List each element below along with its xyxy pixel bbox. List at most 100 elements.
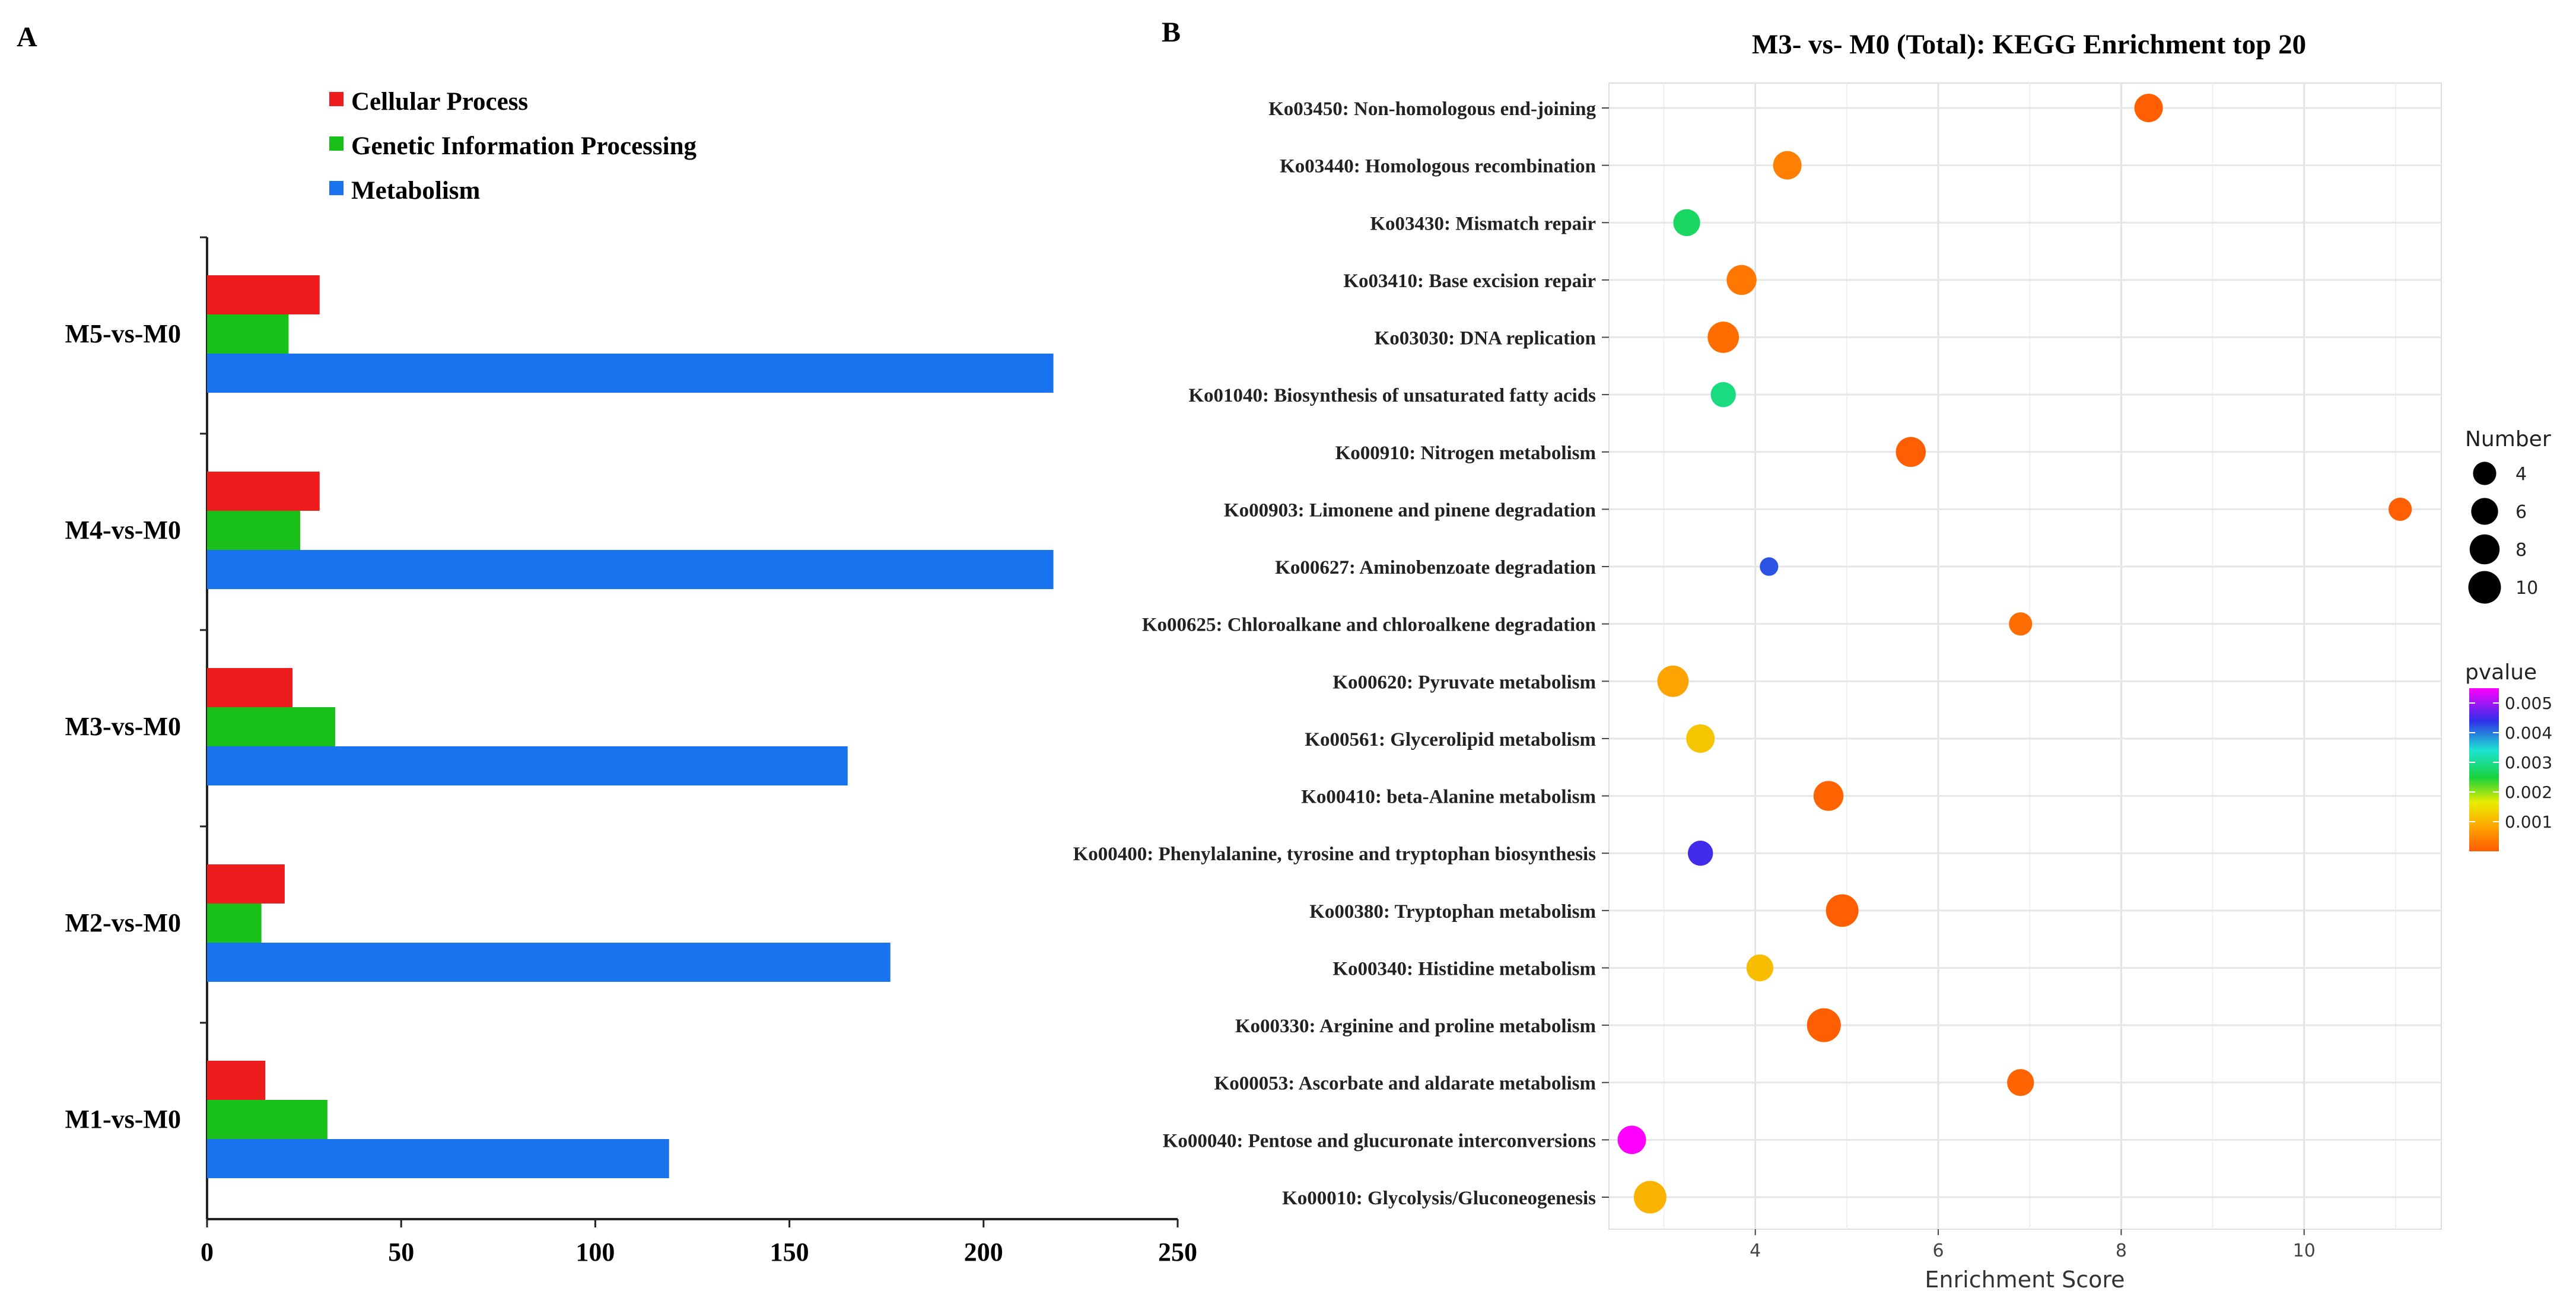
bar-M3-vs-M0-cellular-process — [207, 668, 292, 707]
pvalue-legend-title: pvalue — [2465, 660, 2537, 685]
bubble-point — [2389, 497, 2412, 521]
bubble-y-label: Ko00400: Phenylalanine, tyrosine and try… — [1073, 844, 1597, 865]
bubble-y-label: Ko00040: Pentose and glucuronate interco… — [1163, 1130, 1596, 1152]
bubble-y-label: Ko00380: Tryptophan metabolism — [1309, 901, 1596, 923]
bar-M5-vs-M0-genetic-information-processing — [207, 314, 289, 354]
bubble-x-axis-title: Enrichment Score — [1925, 1267, 2125, 1293]
bubble-y-label: Ko03430: Mismatch repair — [1370, 213, 1596, 234]
pvalue-legend-ticks: 0.005 0.004 0.003 0.002 0.001 — [2469, 694, 2552, 832]
panel-a: A Cellular Process Genetic Information P… — [17, 21, 1197, 1267]
bubble-y-label: Ko00053: Ascorbate and aldarate metaboli… — [1214, 1073, 1596, 1095]
number-legend: Number 4 6 8 10 — [2465, 427, 2551, 604]
pvalue-tick-label: 0.005 — [2505, 694, 2552, 713]
bar-M3-vs-M0-metabolism — [207, 746, 848, 785]
bubble-marks — [1617, 94, 2412, 1214]
bubble-y-label: Ko00340: Histidine metabolism — [1332, 958, 1596, 979]
legend-label-metabolism: Metabolism — [351, 177, 481, 205]
bubble-point — [2007, 1069, 2034, 1096]
legend-swatch-genetic — [329, 136, 344, 151]
bubble-point — [2134, 94, 2163, 122]
bubble-y-label: Ko00625: Chloroalkane and chloroalkene d… — [1142, 615, 1596, 636]
bar-M3-vs-M0-genetic-information-processing — [207, 707, 335, 746]
pvalue-tick-label: 0.002 — [2505, 782, 2552, 802]
number-legend-items: 4 6 8 10 — [2468, 462, 2538, 604]
bar-category-label: M4-vs-M0 — [65, 516, 182, 545]
bubble-plot-panel — [1608, 82, 2442, 1230]
bar-x-tick-label: 0 — [201, 1238, 214, 1267]
bubble-point — [1813, 781, 1844, 811]
bar-category-label: M5-vs-M0 — [65, 319, 182, 348]
number-legend-label: 10 — [2515, 578, 2538, 599]
bubble-point — [1746, 954, 1774, 982]
bubble-y-label: Ko00903: Limonene and pinene degradation — [1224, 500, 1596, 521]
number-legend-label: 8 — [2515, 540, 2527, 561]
bubble-y-labels: Ko03450: Non-homologous end-joining Ko034… — [1073, 98, 1609, 1209]
panel-b: B M3- vs- M0 (Total): KEGG Enrichment to… — [1073, 17, 2553, 1293]
bubble-y-label: Ko03030: DNA replication — [1375, 328, 1596, 349]
pvalue-tick-label: 0.003 — [2505, 753, 2552, 772]
bar-category-label: M2-vs-M0 — [65, 908, 182, 937]
bubble-grid — [1609, 83, 2441, 1229]
bubble-y-label: Ko03440: Homologous recombination — [1280, 156, 1596, 177]
bar-M5-vs-M0-metabolism — [207, 354, 1054, 393]
pvalue-tick-label: 0.001 — [2505, 812, 2552, 832]
bubble-y-label: Ko00627: Aminobenzoate degradation — [1275, 557, 1596, 578]
bar-M2-vs-M0-metabolism — [207, 943, 891, 982]
bubble-y-label: Ko00330: Arginine and proline metabolism — [1235, 1016, 1596, 1037]
number-legend-label: 4 — [2515, 464, 2527, 485]
bar-x-tick-label: 50 — [388, 1238, 414, 1267]
bubble-point — [1686, 724, 1715, 753]
legend-label-genetic: Genetic Information Processing — [351, 132, 697, 160]
bubble-point — [1633, 1181, 1667, 1214]
bubble-point — [1657, 665, 1689, 697]
bar-M1-vs-M0-genetic-information-processing — [207, 1100, 327, 1139]
bubble-y-label: Ko03410: Base excision repair — [1343, 271, 1596, 292]
pvalue-legend: pvalue 0.005 0.004 0.003 0.002 0.001 — [2465, 660, 2552, 851]
bubble-point — [1617, 1125, 1646, 1154]
bubble-point — [1726, 265, 1757, 295]
bar-category-label: M3-vs-M0 — [65, 712, 182, 741]
bubble-y-label: Ko03450: Non-homologous end-joining — [1268, 98, 1596, 120]
bar-category-label: M1-vs-M0 — [65, 1105, 182, 1134]
bubble-point — [1710, 381, 1736, 408]
number-legend-dot — [2471, 498, 2498, 525]
bar-legend: Cellular Process Genetic Information Pro… — [329, 88, 697, 205]
bar-M1-vs-M0-cellular-process — [207, 1061, 266, 1100]
bubble-y-label: Ko00910: Nitrogen metabolism — [1335, 443, 1596, 464]
bubble-y-label: Ko00010: Glycolysis/Gluconeogenesis — [1282, 1188, 1596, 1209]
number-legend-dot — [2469, 534, 2500, 565]
number-legend-title: Number — [2465, 427, 2551, 451]
bubble-point — [1826, 894, 1859, 927]
bubble-x-tick-label: 4 — [1750, 1240, 1761, 1261]
legend-swatch-metabolism — [329, 181, 344, 195]
legend-label-cellular: Cellular Process — [351, 88, 528, 116]
bubble-point — [2009, 612, 2033, 636]
bar-M4-vs-M0-genetic-information-processing — [207, 511, 301, 550]
bar-M2-vs-M0-genetic-information-processing — [207, 904, 262, 943]
bubble-point — [1773, 151, 1802, 180]
bubble-x-ticks: 4 6 8 10 — [1750, 1229, 2316, 1261]
bar-marks — [207, 275, 1054, 1178]
bubble-point — [1807, 1008, 1841, 1042]
panel-b-label: B — [1162, 17, 1181, 48]
bubble-x-tick-label: 6 — [1932, 1240, 1944, 1261]
bubble-y-label: Ko00620: Pyruvate metabolism — [1332, 672, 1596, 693]
bar-M2-vs-M0-cellular-process — [207, 864, 285, 904]
number-legend-dot — [2468, 571, 2501, 604]
bar-x-tick-label: 150 — [770, 1238, 809, 1267]
legend-swatch-cellular — [329, 92, 344, 106]
bar-category-labels: M5-vs-M0 M4-vs-M0 M3-vs-M0 M2-vs-M0 M1-vs-M0 — [65, 236, 207, 1134]
bar-x-tick-label: 200 — [964, 1238, 1003, 1267]
bubble-y-label: Ko00410: beta-Alanine metabolism — [1301, 787, 1596, 808]
pvalue-tick-label: 0.004 — [2505, 723, 2552, 743]
bar-x-tick-label: 100 — [575, 1238, 615, 1267]
bubble-point — [1673, 209, 1700, 236]
bar-M4-vs-M0-metabolism — [207, 550, 1054, 589]
bubble-chart-title: M3- vs- M0 (Total): KEGG Enrichment top … — [1752, 29, 2306, 60]
bubble-point — [1896, 437, 1926, 467]
pvalue-colorbar — [2469, 688, 2499, 851]
bubble-point — [1707, 322, 1739, 353]
number-legend-dot — [2473, 462, 2497, 485]
bubble-x-tick-label: 8 — [2116, 1240, 2127, 1261]
